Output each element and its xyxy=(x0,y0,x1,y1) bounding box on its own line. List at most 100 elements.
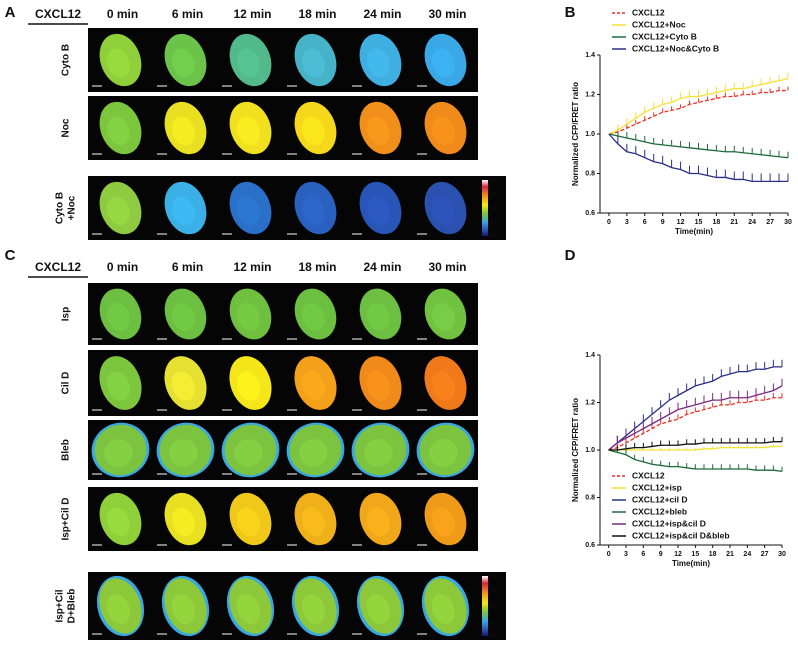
cell-image xyxy=(221,422,280,478)
cell-core xyxy=(171,116,195,146)
x-tick-label: 21 xyxy=(726,551,734,558)
time-label: 0 min xyxy=(107,7,138,21)
legend-label: CXCL12+cil D xyxy=(632,494,688,504)
cell-core xyxy=(366,593,391,625)
row-label: Cil D xyxy=(61,372,72,395)
series-line xyxy=(608,133,789,159)
cell-core xyxy=(236,116,260,146)
cell-core xyxy=(366,302,390,331)
colorbar-tick-label: 2.8 xyxy=(490,177,497,183)
colorbar-tick-label: 1.8 xyxy=(490,205,497,211)
legend-label: CXCL12+isp xyxy=(632,482,682,492)
cell-core xyxy=(366,371,390,401)
colorbar-tick-label: 2.8 xyxy=(490,573,497,579)
cell-core xyxy=(171,48,195,78)
cell-image xyxy=(352,101,402,155)
legend-label: CXCL12+isp&cil D&bleb xyxy=(632,530,730,540)
time-label: 30 min xyxy=(428,7,466,21)
legend-label: CXCL12 xyxy=(632,7,665,17)
row-label: Isp+Cil D xyxy=(61,497,72,540)
colorbar xyxy=(482,576,488,636)
cell-image xyxy=(222,101,272,155)
colorbar-tick-label: 1.3 xyxy=(490,219,497,225)
row-label: +Noc xyxy=(67,195,78,220)
image-strip xyxy=(88,96,478,160)
cell-image xyxy=(157,181,207,235)
cell-image xyxy=(92,356,142,411)
cell-core xyxy=(301,48,325,78)
cell-image xyxy=(222,181,272,235)
x-tick-label: 24 xyxy=(743,551,751,558)
cell-image xyxy=(287,356,337,411)
x-tick-label: 27 xyxy=(766,219,774,226)
cell-core xyxy=(236,507,260,537)
legend-label: CXCL12+Noc&Cyto B xyxy=(632,43,719,53)
cell-image xyxy=(222,33,272,87)
cell-image xyxy=(351,422,410,478)
cell-core xyxy=(366,196,390,226)
cell-image xyxy=(156,422,215,478)
image-strip xyxy=(88,487,478,551)
time-label: 24 min xyxy=(363,7,401,21)
cell-core xyxy=(301,116,325,146)
series-line xyxy=(608,78,789,135)
cell-image xyxy=(417,356,467,411)
x-tick-label: 21 xyxy=(730,219,738,226)
cell-core xyxy=(236,302,260,331)
time-label: 0 min xyxy=(107,260,138,274)
cell-core xyxy=(106,116,130,146)
panel-letter: A xyxy=(5,4,16,21)
cell-core xyxy=(366,507,390,537)
cell-image xyxy=(222,288,272,340)
cell-image xyxy=(417,181,467,235)
cell-image xyxy=(352,33,402,87)
cell-core xyxy=(106,593,131,625)
time-label: 30 min xyxy=(428,260,466,274)
x-tick-label: 15 xyxy=(695,219,703,226)
row-label: Bleb xyxy=(61,439,72,461)
y-axis-title: Normalized CFP/FRET ratio xyxy=(571,398,580,502)
cell-image xyxy=(157,492,207,546)
cell-core xyxy=(431,302,455,331)
panel-letter: B xyxy=(565,4,576,21)
cell-image xyxy=(92,33,142,87)
cell-core xyxy=(301,302,325,331)
cell-image xyxy=(157,288,207,340)
cell-image xyxy=(222,492,272,546)
cell-core xyxy=(234,438,263,467)
time-label: 12 min xyxy=(233,7,271,21)
x-tick-label: 15 xyxy=(691,551,699,558)
row-label: Noc xyxy=(61,118,72,137)
colorbar-tick-label: 1.3 xyxy=(490,618,497,624)
legend-label: CXCL12+bleb xyxy=(632,506,687,516)
cell-image xyxy=(352,181,402,235)
cell-core xyxy=(171,196,195,226)
cell-core xyxy=(106,371,130,401)
cell-image xyxy=(352,492,402,546)
y-tick-label: 1.4 xyxy=(585,52,595,59)
cell-image xyxy=(92,288,142,340)
cell-core xyxy=(106,302,130,331)
time-label: 18 min xyxy=(298,7,336,21)
colorbar-tick-label: 0.8 xyxy=(490,233,497,239)
legend-label: CXCL12+isp&cil D xyxy=(632,518,706,528)
cell-image xyxy=(287,33,337,87)
time-label: 12 min xyxy=(233,260,271,274)
x-tick-label: 18 xyxy=(712,219,720,226)
x-tick-label: 3 xyxy=(625,219,629,226)
cell-core xyxy=(301,507,325,537)
cell-core xyxy=(301,593,326,625)
panel-letter: D xyxy=(565,247,576,264)
x-tick-label: 12 xyxy=(674,551,682,558)
cell-core xyxy=(431,507,455,537)
cell-image xyxy=(157,575,210,637)
series-line xyxy=(608,89,788,135)
cell-image xyxy=(352,288,402,340)
cell-core xyxy=(106,48,130,78)
x-tick-label: 12 xyxy=(677,219,685,226)
colorbar-tick-label: 1.8 xyxy=(490,603,497,609)
cell-core xyxy=(366,116,390,146)
cell-core xyxy=(301,196,325,226)
y-tick-label: 0.8 xyxy=(585,494,595,501)
